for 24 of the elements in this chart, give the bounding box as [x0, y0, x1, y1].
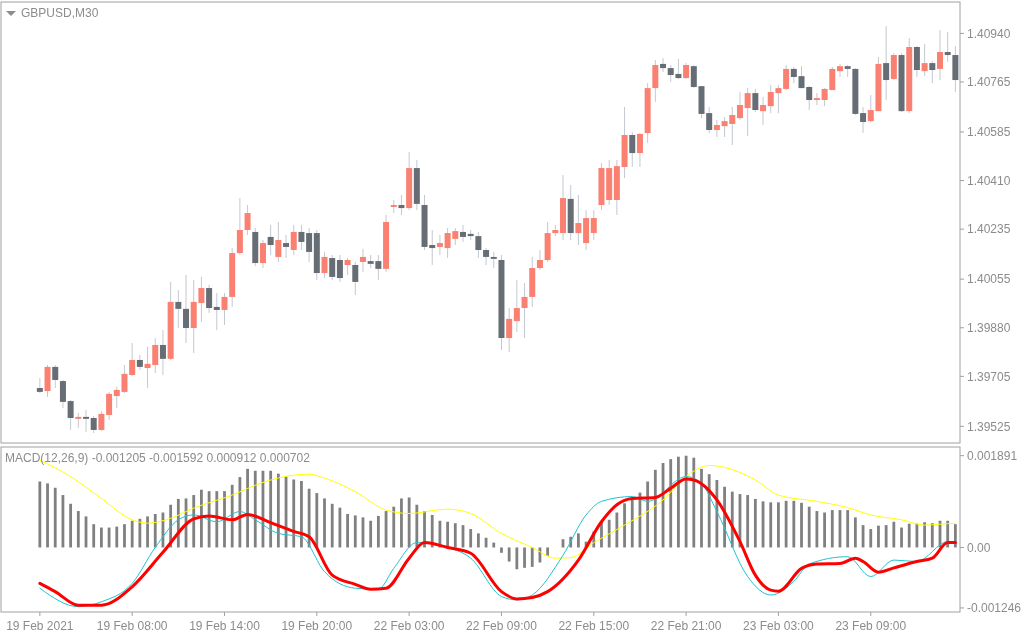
x-tick-label: 19 Feb 14:00: [189, 619, 261, 633]
x-tick-label: 22 Feb 09:00: [466, 619, 538, 633]
x-tick-label: 23 Feb 09:00: [835, 619, 907, 633]
x-tick-label: 19 Feb 2021: [6, 619, 74, 633]
chart-title: GBPUSD,M30: [21, 6, 99, 20]
y-tick-label: 1.39705: [967, 369, 1011, 384]
y-tick-label: 1.39880: [967, 320, 1011, 335]
y-tick-label: 0.001891: [967, 448, 1018, 463]
y-tick-label: 1.40410: [967, 173, 1011, 188]
x-tick-label: 23 Feb 03:00: [743, 619, 815, 633]
x-tick-label: 22 Feb 21:00: [650, 619, 722, 633]
y-tick-label: 1.39525: [967, 419, 1011, 434]
y-tick-label: 1.40055: [967, 272, 1011, 287]
x-tick-label: 22 Feb 15:00: [558, 619, 630, 633]
y-tick-label: 1.40765: [967, 75, 1011, 90]
x-tick-label: 22 Feb 03:00: [373, 619, 445, 633]
x-tick-label: 19 Feb 20:00: [281, 619, 353, 633]
y-tick-label: 1.40940: [967, 26, 1011, 41]
chart-title: MACD(12,26,9) -0.001205 -0.001592 0.000912 0.000702: [5, 451, 311, 465]
y-tick-label: -0.001246: [967, 601, 1022, 616]
y-tick-label: 1.40235: [967, 222, 1011, 237]
y-tick-label: 1.40585: [967, 125, 1011, 140]
y-tick-label: 0.00: [967, 540, 991, 555]
x-tick-label: 19 Feb 08:00: [96, 619, 168, 633]
